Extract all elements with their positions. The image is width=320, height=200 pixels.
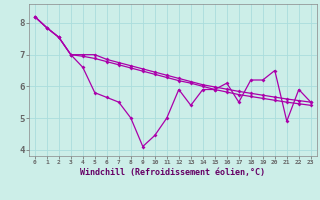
X-axis label: Windchill (Refroidissement éolien,°C): Windchill (Refroidissement éolien,°C) (80, 168, 265, 177)
